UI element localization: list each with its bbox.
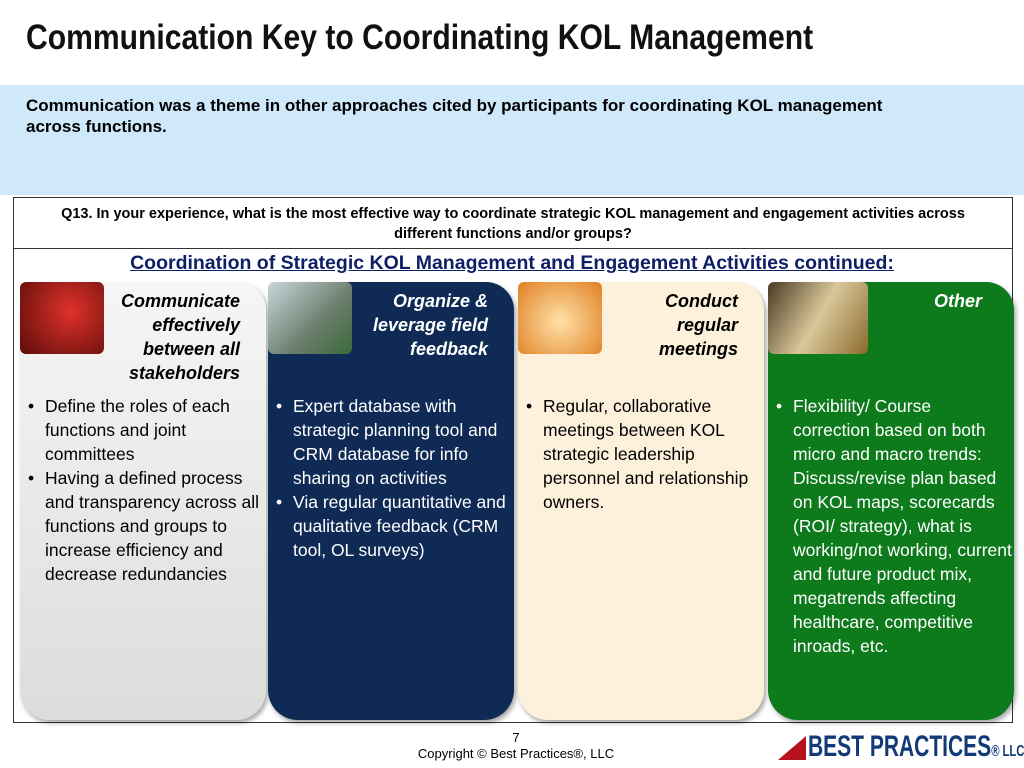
bullet-item: Flexibility/ Course correction based on … — [774, 394, 1012, 658]
bullet-item: Regular, collaborative meetings between … — [524, 394, 762, 514]
bullet-item: Having a defined process and transparenc… — [26, 466, 264, 586]
chart-pen-image — [768, 282, 868, 354]
column-other: Other Flexibility/ Course correction bas… — [768, 282, 1014, 720]
bullet-item: Define the roles of each functions and j… — [26, 394, 264, 466]
bullet-list: Expert database with strategic planning … — [274, 394, 512, 562]
arrows-image — [518, 282, 602, 354]
column-communicate: Communicate effectively between all stak… — [20, 282, 266, 720]
summary-band: Communication was a theme in other appro… — [0, 85, 1024, 195]
bullet-item: Via regular quantitative and qualitative… — [274, 490, 512, 562]
copyright: Copyright © Best Practices®, LLC — [417, 746, 615, 761]
column-heading: Organize & leverage field feedback — [372, 291, 488, 359]
question-box: Q13. In your experience, what is the mos… — [13, 197, 1013, 249]
bullet-item: Expert database with strategic planning … — [274, 394, 512, 490]
column-heading: Conduct regular meetings — [658, 291, 738, 359]
column-heading: Communicate effectively between all stak… — [120, 291, 240, 383]
team-computer-image — [268, 282, 352, 354]
section-subtitle: Coordination of Strategic KOL Management… — [130, 252, 894, 274]
bullet-list: Flexibility/ Course correction based on … — [774, 394, 1012, 658]
puzzle-people-image — [20, 282, 104, 354]
column-meetings: Conduct regular meetings Regular, collab… — [518, 282, 764, 720]
column-heading: Other — [933, 291, 982, 311]
best-practices-logo: BEST PRACTICES® LLC — [778, 730, 1024, 766]
slide-title: Communication Key to Coordinating KOL Ma… — [26, 18, 814, 57]
summary-text: Communication was a theme in other appro… — [26, 96, 883, 136]
bullet-list: Regular, collaborative meetings between … — [524, 394, 762, 514]
column-organize: Organize & leverage field feedback Exper… — [268, 282, 514, 720]
bullet-list: Define the roles of each functions and j… — [26, 394, 264, 586]
page-number: 7 — [512, 730, 520, 745]
